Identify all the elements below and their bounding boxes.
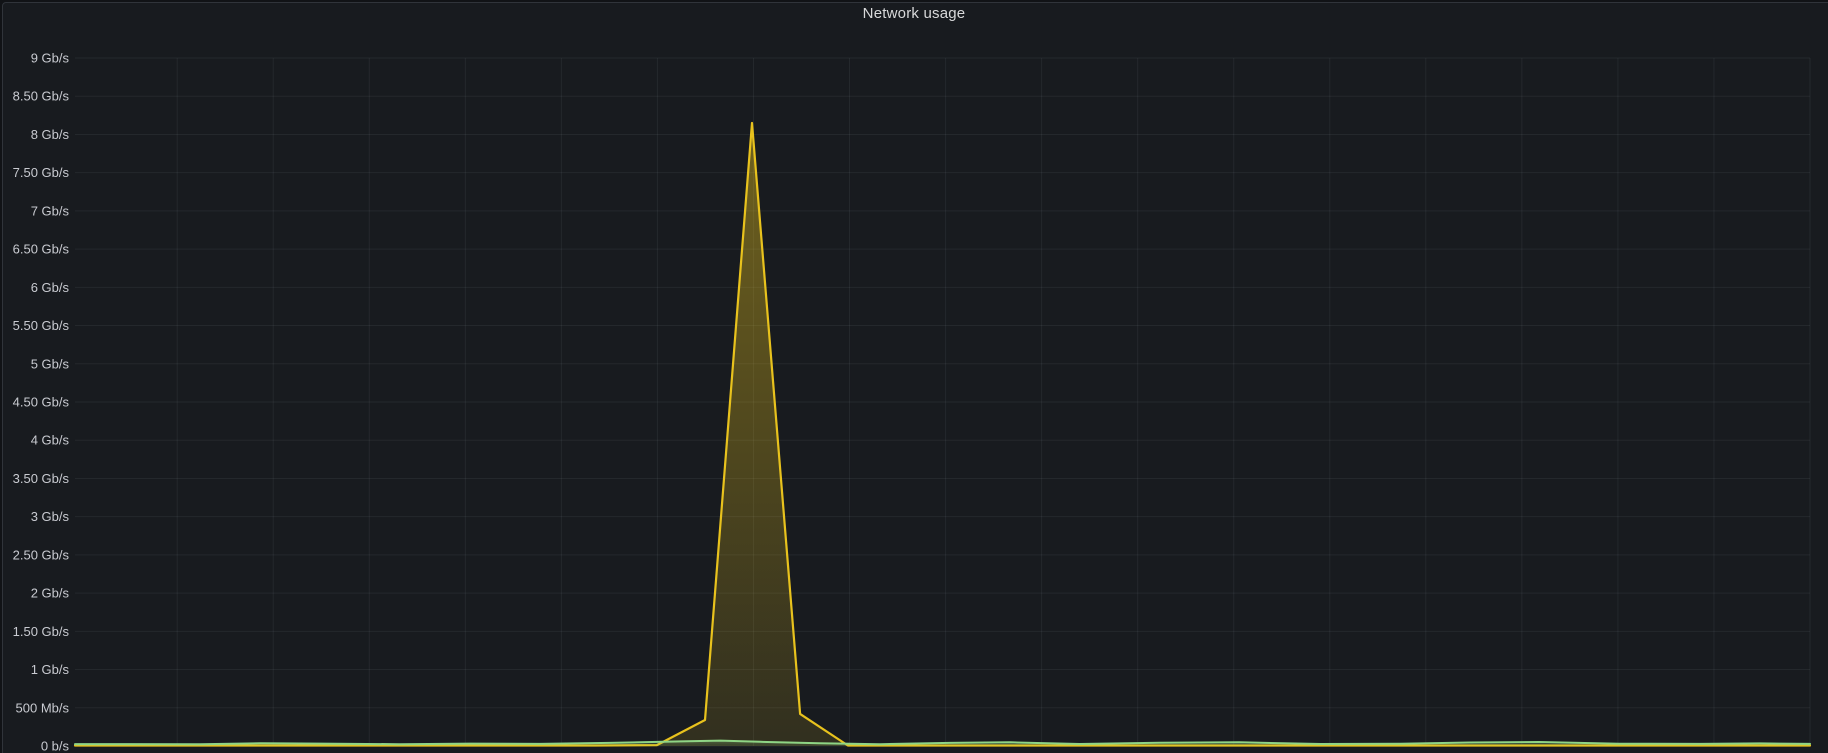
y-axis-tick-label: 8 Gb/s — [31, 127, 70, 142]
y-axis-tick-label: 6.50 Gb/s — [13, 242, 70, 257]
yellow-series-line[interactable] — [73, 121, 1812, 747]
green-series-line[interactable] — [74, 739, 1811, 746]
y-axis-tick-label: 2 Gb/s — [31, 586, 70, 601]
y-axis-tick-label: 6 Gb/s — [31, 280, 70, 295]
y-axis-tick-label: 3.50 Gb/s — [13, 471, 70, 486]
y-axis-tick-label: 7.50 Gb/s — [13, 165, 70, 180]
yellow-series-fill — [75, 123, 1810, 746]
y-axis-tick-label: 7 Gb/s — [31, 203, 70, 218]
panel-title[interactable]: Network usage — [862, 5, 966, 22]
y-axis-tick-label: 5.50 Gb/s — [13, 318, 70, 333]
y-axis-tick-label: 9 Gb/s — [31, 51, 70, 66]
y-axis-tick-label: 3 Gb/s — [31, 509, 70, 524]
y-axis-tick-label: 8.50 Gb/s — [13, 89, 70, 104]
y-axis-tick-label: 1.50 Gb/s — [13, 624, 70, 639]
y-axis-tick-label: 2.50 Gb/s — [13, 547, 70, 562]
y-axis-tick-label: 500 Mb/s — [16, 700, 70, 715]
y-axis-tick-label: 4 Gb/s — [31, 433, 70, 448]
y-axis-tick-label: 1 Gb/s — [31, 662, 70, 677]
y-axis-tick-label: 0 b/s — [41, 739, 70, 753]
y-axis-tick-label: 4.50 Gb/s — [13, 395, 70, 410]
y-axis-tick-label: 5 Gb/s — [31, 356, 70, 371]
